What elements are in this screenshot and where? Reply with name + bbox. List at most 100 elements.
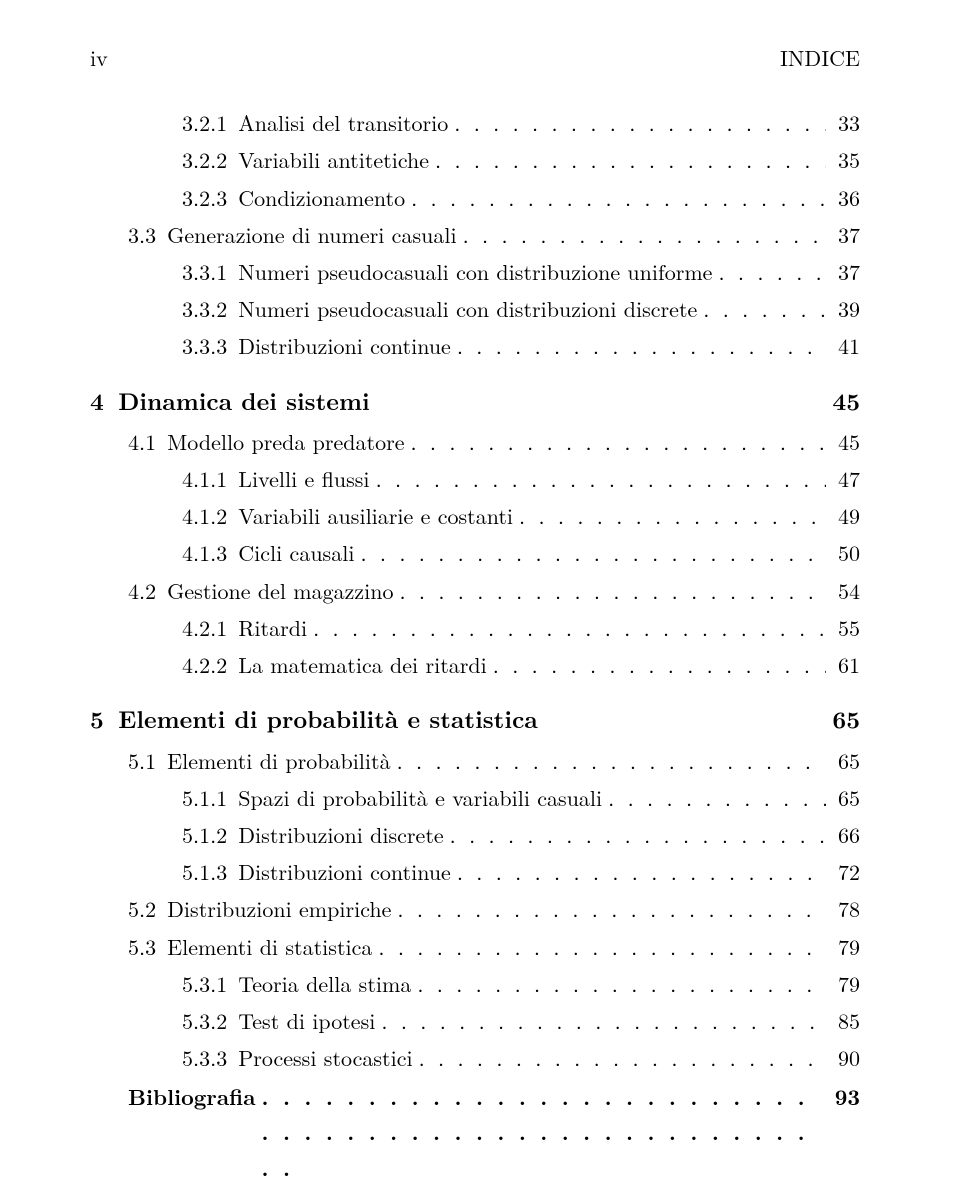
toc-entry-title: La matematica dei ritardi xyxy=(238,647,487,682)
toc-entry-number: 5.1.1 xyxy=(182,780,227,815)
toc-entry-number: 5.3.1 xyxy=(182,966,227,1001)
toc-leader-dots xyxy=(397,891,826,926)
toc-entry: 5.3.2 Test di ipotesi 85 xyxy=(90,1003,860,1038)
page-header: iv INDICE xyxy=(90,40,860,75)
toc-entry-number: 3.2.1 xyxy=(182,105,227,140)
toc-entry: 3.3.3 Distribuzioni continue 41 xyxy=(90,328,860,363)
toc-entry-page: 47 xyxy=(832,461,860,496)
toc-entry-title: Analisi del transitorio xyxy=(238,105,448,140)
toc-leader-dots xyxy=(410,424,826,459)
toc-entry-title: Numeri pseudocasuali con distribuzioni d… xyxy=(238,291,697,326)
toc-entry-title: Condizionamento xyxy=(238,180,405,215)
toc-entry: 3.3 Generazione di numeri casuali 37 xyxy=(90,217,860,252)
toc-entry: 4.1.2Variabili ausiliarie e costanti49 xyxy=(90,498,860,533)
toc-entry-number: 3.3 xyxy=(128,217,156,252)
toc-leader-dots xyxy=(360,535,826,570)
toc-entry: 5.1.2 Distribuzioni discrete 66 xyxy=(90,817,860,852)
toc-entry-title: Variabili antitetiche xyxy=(238,142,429,177)
toc-chapter: 4Dinamica dei sistemi45 xyxy=(90,382,860,420)
toc-entry: 4.2Gestione del magazzino54 xyxy=(90,573,860,608)
toc-entry-title: Distribuzioni empiriche xyxy=(167,891,391,926)
toc-leader-dots xyxy=(457,328,826,363)
toc-leader-dots xyxy=(419,1040,826,1075)
toc-entry-number: 3.3.3 xyxy=(182,328,227,363)
toc-entry-title: Spazi di probabilità e variabili casuali xyxy=(238,780,602,815)
toc-chapter-title: Dinamica dei sistemi xyxy=(118,382,832,420)
toc-entry-title: Numeri pseudocasuali con distribuzione u… xyxy=(238,254,712,289)
toc-entry-number: 5.3.3 xyxy=(182,1040,227,1075)
toc-entry-title: Distribuzioni continue xyxy=(238,328,451,363)
toc-entry-page: 41 xyxy=(832,328,860,363)
toc-chapter-page: 65 xyxy=(832,700,860,738)
toc-entry-number: 4.1 xyxy=(128,424,156,459)
toc-entry-number: 4.2.1 xyxy=(182,610,227,645)
toc-entry-number: 5.3.2 xyxy=(182,1003,227,1038)
toc-entry: 3.3.2 Numeri pseudocasuali con distribuzi… xyxy=(90,291,860,326)
toc-entry-number: 5.2 xyxy=(128,891,156,926)
toc-leader-dots xyxy=(411,180,826,215)
toc-entry-number: 5.1 xyxy=(128,743,156,778)
toc-entry-page: 37 xyxy=(832,217,860,252)
toc-entry-page: 78 xyxy=(832,891,860,926)
toc-entry-page: 37 xyxy=(832,254,860,289)
toc-entry-page: 72 xyxy=(832,854,860,889)
toc-entry: 5.3Elementi di statistica79 xyxy=(90,929,860,964)
toc-chapter: 5 Elementi di probabilità e statistica65 xyxy=(90,700,860,738)
toc-entry: 3.2.2 Variabili antitetiche 35 xyxy=(90,142,860,177)
toc-leader-dots xyxy=(463,217,826,252)
toc-entry-page: 65 xyxy=(832,780,860,815)
toc-entry-page: 54 xyxy=(832,573,860,608)
toc-entry: 5.3.3 Processi stocastici 90 xyxy=(90,1040,860,1075)
toc-entry: 3.3.1 Numeri pseudocasuali con distribuzi… xyxy=(90,254,860,289)
toc-entry-title: Elementi di probabilità xyxy=(167,743,390,778)
toc-entry-title: Distribuzioni discrete xyxy=(238,817,443,852)
toc-leader-dots xyxy=(457,854,826,889)
toc-entry: 5.2 Distribuzioni empiriche 78 xyxy=(90,891,860,926)
toc-leader-dots xyxy=(262,1079,827,1185)
toc-entry-title: Distribuzioni continue xyxy=(238,854,451,889)
toc-entry-title: Test di ipotesi xyxy=(238,1003,375,1038)
toc-entry-page: 90 xyxy=(832,1040,860,1075)
toc-leader-dots xyxy=(399,573,826,608)
toc-chapter-title: Elementi di probabilità e statistica xyxy=(118,700,832,738)
toc-entry-title: Variabili ausiliarie e costanti xyxy=(238,498,513,533)
toc-leader-dots xyxy=(703,291,826,326)
toc-entry-number: 3.2.3 xyxy=(182,180,227,215)
toc-leader-dots xyxy=(450,817,826,852)
toc-entry: 4.2.1Ritardi55 xyxy=(90,610,860,645)
toc-entry: 5.1.3 Distribuzioni continue 72 xyxy=(90,854,860,889)
toc-entry-title: Generazione di numeri casuali xyxy=(167,217,456,252)
toc-leader-dots xyxy=(378,929,826,964)
toc-entry-number: 5.1.2 xyxy=(182,817,227,852)
toc-entry-page: 35 xyxy=(832,142,860,177)
toc-entry: 4.1.3Cicli causali50 xyxy=(90,535,860,570)
toc-chapter-number: 5 xyxy=(90,700,104,738)
table-of-contents: 3.2.1Analisi del transitorio333.2.2Varia… xyxy=(90,105,860,1185)
toc-entry-number: 3.3.2 xyxy=(182,291,227,326)
toc-entry-title: Gestione del magazzino xyxy=(167,573,393,608)
toc-entry-page: 85 xyxy=(832,1003,860,1038)
toc-entry-page: 45 xyxy=(832,424,860,459)
toc-entry-number: 4.2.2 xyxy=(182,647,227,682)
toc-entry-page: 49 xyxy=(832,498,860,533)
toc-entry-title: Processi stocastici xyxy=(238,1040,412,1075)
toc-chapter-page: 45 xyxy=(832,382,860,420)
toc-entry-page: 66 xyxy=(832,817,860,852)
toc-entry-title: Modello preda predatore xyxy=(167,424,404,459)
toc-entry-title: Ritardi xyxy=(238,610,307,645)
toc-entry-page: 50 xyxy=(832,535,860,570)
toc-leader-dots xyxy=(718,254,826,289)
toc-leader-dots xyxy=(493,647,826,682)
toc-entry-page: 39 xyxy=(832,291,860,326)
toc-entry-page: 79 xyxy=(832,966,860,1001)
toc-entry-number: 4.1.1 xyxy=(182,461,227,496)
toc-entry-number: 3.2.2 xyxy=(182,142,227,177)
toc-entry-number: 3.3.1 xyxy=(182,254,227,289)
toc-entry-title: Elementi di statistica xyxy=(167,929,372,964)
header-left: iv xyxy=(90,40,108,75)
toc-leader-dots xyxy=(519,498,826,533)
toc-entry-number: 5.1.3 xyxy=(182,854,227,889)
toc-entry: 4.1.1Livelli e flussi47 xyxy=(90,461,860,496)
toc-entry-page: 36 xyxy=(832,180,860,215)
toc-entry-page: 61 xyxy=(832,647,860,682)
